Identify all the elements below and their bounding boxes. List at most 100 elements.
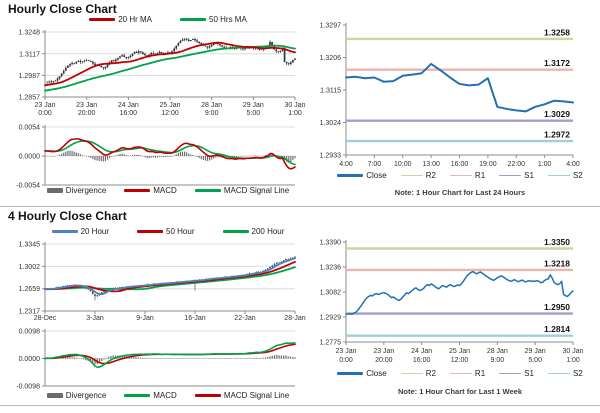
legend-label: 20 Hour bbox=[80, 227, 110, 236]
pivot-value-labels: 1.3350 1.3218 1.2950 1.2814 bbox=[544, 237, 570, 334]
legend-item-200-hour: 200 Hour bbox=[222, 227, 285, 236]
close-line bbox=[345, 62, 574, 113]
legend-label: R1 bbox=[474, 369, 486, 378]
four-hourly-macd-legend: Divergence MACD MACD Signal Line bbox=[40, 391, 296, 400]
legend-item-20-hour: 20 Hour bbox=[51, 227, 110, 236]
legend-label: R1 bbox=[474, 171, 486, 180]
svg-text:3-Jan: 3-Jan bbox=[86, 315, 104, 322]
svg-text:12:00: 12:00 bbox=[161, 110, 179, 117]
hourly-macd-legend: Divergence MACD MACD Signal Line bbox=[40, 186, 296, 195]
legend-swatch-icon bbox=[449, 174, 472, 177]
svg-text:13:00: 13:00 bbox=[422, 161, 440, 168]
macd-lines bbox=[44, 138, 296, 170]
svg-text:1.3218: 1.3218 bbox=[544, 258, 570, 268]
legend-swatch-icon bbox=[547, 372, 570, 375]
svg-text:16:00: 16:00 bbox=[120, 110, 138, 117]
pivot-24h-legend: Close R2 R1 S1 S2 bbox=[330, 171, 590, 180]
legend-item-macd: MACD bbox=[124, 186, 177, 195]
pivot-lines bbox=[346, 37, 573, 143]
svg-text:1.3115: 1.3115 bbox=[320, 88, 341, 95]
svg-text:1.3002: 1.3002 bbox=[19, 264, 41, 271]
pivot-week-legend: Close R2 R1 S1 S2 bbox=[330, 369, 590, 378]
macd-axes: 0.0098 0.0000 -0.0098 bbox=[16, 329, 295, 391]
svg-text:1.2857: 1.2857 bbox=[19, 95, 41, 102]
svg-text:1.3345: 1.3345 bbox=[19, 242, 41, 249]
legend-item-divergence: Divergence bbox=[46, 186, 106, 195]
svg-text:7:00: 7:00 bbox=[368, 161, 382, 168]
legend-item-r2: R2 bbox=[400, 369, 436, 378]
legend-label: MACD bbox=[153, 186, 177, 195]
legend-item-macd: MACD bbox=[124, 391, 177, 400]
svg-text:23 Jan: 23 Jan bbox=[335, 348, 356, 355]
legend-swatch-icon bbox=[337, 173, 364, 178]
legend-swatch-icon bbox=[180, 17, 206, 22]
legend-label: R2 bbox=[425, 171, 436, 180]
svg-text:4:00: 4:00 bbox=[566, 161, 580, 168]
moving-average-lines bbox=[44, 41, 296, 92]
pivot-24h-note: Note: 1 Hour Chart for Last 24 Hours bbox=[394, 188, 526, 197]
legend-item-close: Close bbox=[337, 171, 387, 180]
legend-swatch-icon bbox=[499, 372, 522, 375]
svg-text:1.3236: 1.3236 bbox=[320, 265, 342, 272]
candles bbox=[46, 256, 296, 301]
legend-swatch-icon bbox=[400, 174, 423, 177]
svg-text:1.3258: 1.3258 bbox=[544, 27, 570, 37]
svg-text:29 Jan: 29 Jan bbox=[243, 102, 264, 109]
svg-text:28-Jan: 28-Jan bbox=[284, 315, 306, 322]
svg-text:0.0000: 0.0000 bbox=[19, 356, 41, 363]
svg-text:4:00: 4:00 bbox=[339, 161, 353, 168]
svg-text:5:00: 5:00 bbox=[528, 357, 542, 364]
legend-label: R2 bbox=[425, 369, 436, 378]
legend-label: S2 bbox=[572, 171, 583, 180]
svg-text:1.2972: 1.2972 bbox=[544, 130, 570, 140]
legend-item-50-hour: 50 Hour bbox=[137, 227, 195, 236]
legend-swatch-icon bbox=[46, 393, 63, 398]
svg-text:23 Jan: 23 Jan bbox=[76, 102, 97, 109]
legend-swatch-icon bbox=[222, 229, 249, 234]
four-hourly-macd-chart: 0.0098 0.0000 -0.0098 bbox=[16, 329, 296, 391]
legend-item-s2: S2 bbox=[547, 171, 583, 180]
legend-swatch-icon bbox=[194, 188, 221, 193]
svg-text:1.3350: 1.3350 bbox=[544, 237, 570, 247]
legend-label: 200 Hour bbox=[251, 227, 285, 236]
svg-text:1.3297: 1.3297 bbox=[320, 23, 342, 30]
svg-text:16:00: 16:00 bbox=[413, 357, 431, 364]
svg-text:30 Jan: 30 Jan bbox=[562, 348, 583, 355]
svg-text:1:00: 1:00 bbox=[538, 161, 552, 168]
hourly-ma-legend: 20 Hr MA 50 Hrs MA bbox=[40, 15, 296, 24]
svg-text:19:00: 19:00 bbox=[479, 161, 497, 168]
legend-label: MACD Signal Line bbox=[223, 391, 290, 400]
legend-label: 50 Hour bbox=[166, 227, 195, 236]
legend-swatch-icon bbox=[124, 393, 151, 398]
legend-swatch-icon bbox=[46, 188, 63, 193]
legend-label: Close bbox=[366, 171, 387, 180]
svg-text:1.2950: 1.2950 bbox=[544, 302, 570, 312]
legend-label: S2 bbox=[572, 369, 583, 378]
legend-swatch-icon bbox=[337, 371, 364, 376]
legend-item-divergence: Divergence bbox=[46, 391, 107, 400]
svg-text:0.0000: 0.0000 bbox=[19, 154, 41, 161]
svg-text:22-Jan: 22-Jan bbox=[234, 315, 256, 322]
svg-text:12:00: 12:00 bbox=[451, 357, 469, 364]
pivot-value-labels: 1.3258 1.3172 1.3029 1.2972 bbox=[544, 27, 570, 139]
svg-text:25 Jan: 25 Jan bbox=[159, 102, 180, 109]
svg-text:1:00: 1:00 bbox=[566, 357, 580, 364]
legend-label: Divergence bbox=[65, 391, 107, 400]
four-hourly-ma-legend: 20 Hour 50 Hour 200 Hour bbox=[40, 227, 296, 236]
svg-text:16-Jan: 16-Jan bbox=[184, 315, 206, 322]
legend-item-r2: R2 bbox=[400, 171, 436, 180]
legend-item-50-hrs-ma: 50 Hrs MA bbox=[180, 15, 247, 24]
legend-label: Close bbox=[366, 369, 387, 378]
svg-text:0.0054: 0.0054 bbox=[19, 125, 41, 132]
hourly-macd-chart: 0.0054 0.0000 -0.0054 bbox=[16, 125, 296, 190]
svg-text:1.3082: 1.3082 bbox=[320, 290, 342, 297]
legend-swatch-icon bbox=[137, 229, 164, 234]
legend-swatch-icon bbox=[400, 372, 423, 375]
close-line bbox=[345, 270, 574, 316]
legend-swatch-icon bbox=[499, 174, 522, 177]
svg-text:24 Jan: 24 Jan bbox=[118, 102, 139, 109]
svg-text:9:00: 9:00 bbox=[491, 357, 505, 364]
